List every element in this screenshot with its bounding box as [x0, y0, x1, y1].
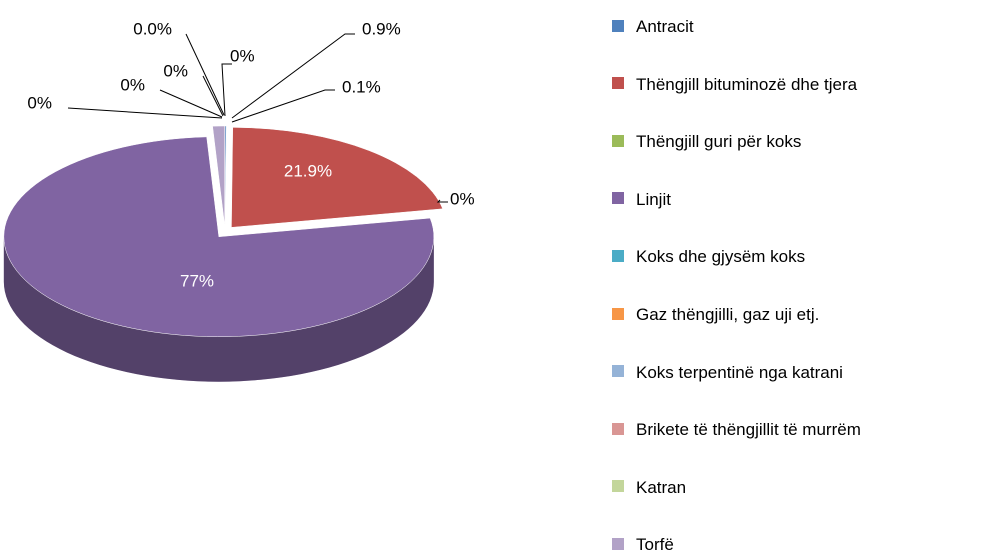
data-label: 0.0%	[133, 19, 172, 38]
legend-entry: Koks dhe gjysëm koks	[612, 245, 952, 269]
data-label: 0.9%	[362, 19, 401, 38]
legend-entry: Brikete të thëngjillit të murrëm	[612, 418, 952, 442]
leader-line	[159, 89, 223, 118]
leader-line	[231, 89, 335, 123]
slice-shade	[3, 236, 434, 382]
legend-label: Katran	[636, 477, 687, 497]
pie-slice	[224, 125, 227, 227]
legend-swatch	[612, 249, 624, 262]
data-label: 0%	[27, 93, 52, 112]
legend-swatch	[612, 19, 624, 32]
legend-swatch	[612, 134, 624, 147]
legend-swatch	[612, 537, 624, 550]
slice-top	[212, 125, 225, 227]
legend-swatch	[612, 365, 624, 378]
data-label: 77%	[180, 271, 214, 290]
legend-label: Thëngjill guri për koks	[636, 132, 802, 152]
legend-label: Torfë	[636, 535, 674, 555]
legend-swatch	[612, 307, 624, 320]
legend-entry: Gaz thëngjilli, gaz uji etj.	[612, 303, 952, 327]
legend-entry: Thëngjill guri për koks	[612, 130, 952, 154]
leader-line	[185, 33, 225, 116]
legend-entry: Katran	[612, 476, 952, 500]
legend-label: Thëngjill bituminozë dhe tjera	[636, 74, 858, 94]
legend-label: Koks dhe gjysëm koks	[636, 247, 806, 267]
data-label: 21.9%	[284, 161, 332, 180]
data-label: 0%	[230, 46, 255, 65]
legend-label: Brikete të thëngjillit të murrëm	[636, 420, 861, 440]
legend-swatch	[612, 422, 624, 435]
legend-swatch	[612, 192, 624, 205]
legend-entry: Linjit	[612, 188, 952, 212]
legend-entry: Antracit	[612, 15, 952, 39]
data-label: 0%	[163, 61, 188, 80]
data-label: 0%	[450, 189, 475, 208]
pie-area: 0.1% 21.9% 0% 77% 0% 0% 0% 0% 0.0% 0.9%	[3, 19, 475, 382]
legend-swatch	[612, 480, 624, 493]
legend-label: Koks terpentinë nga katrani	[636, 362, 843, 382]
pie-slice	[231, 127, 444, 228]
slice-top	[3, 136, 435, 337]
legend-label: Gaz thëngjilli, gaz uji etj.	[636, 305, 820, 324]
pie-slice	[212, 125, 225, 227]
leader-line	[436, 199, 448, 203]
leader-line	[231, 33, 355, 119]
leader-line	[202, 75, 224, 117]
legend-label: Linjit	[636, 189, 671, 209]
data-label: 0.1%	[342, 77, 381, 96]
slice-top	[224, 125, 227, 227]
slice-side	[3, 236, 434, 382]
legend-swatch	[612, 77, 624, 90]
leader-line	[221, 63, 232, 117]
pie-slice	[3, 136, 435, 382]
legend-label: Antracit	[636, 17, 694, 36]
data-label: 0%	[120, 75, 145, 94]
legend-entry: Torfë	[612, 533, 952, 556]
slice-top	[231, 127, 444, 228]
legend-entry: Koks terpentinë nga katrani	[612, 361, 952, 385]
legend-entry: Thëngjill bituminozë dhe tjera	[612, 73, 952, 97]
leader-line	[67, 107, 223, 119]
